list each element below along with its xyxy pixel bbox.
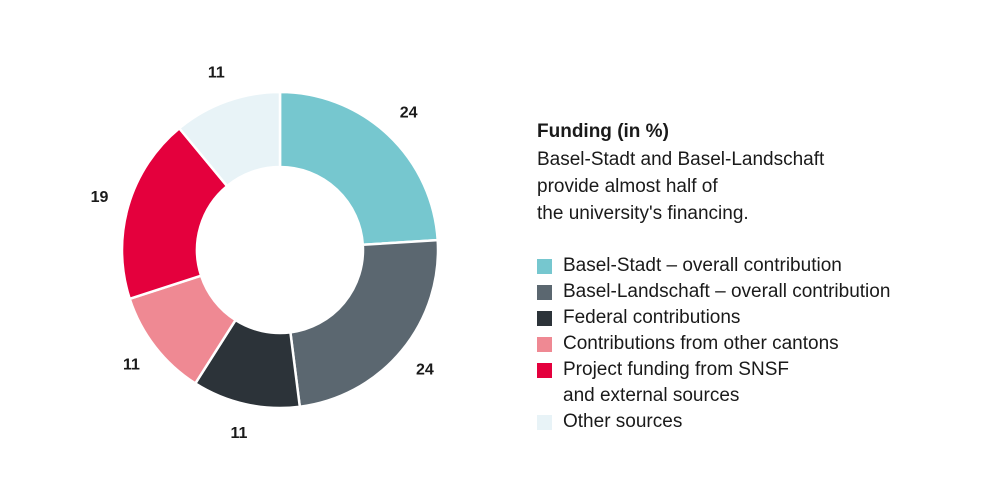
chart-title: Funding (in %) <box>537 121 669 142</box>
legend-swatch <box>537 337 552 352</box>
data-label-federal-contributions: 11 <box>231 425 248 442</box>
data-label-project-funding-from-snsf-and-external-sources: 19 <box>91 189 109 206</box>
legend-swatch <box>537 259 552 274</box>
legend-swatch <box>537 311 552 326</box>
legend-item: Other sources <box>537 409 967 435</box>
donut-chart: 24 24 11 11 19 11 <box>91 65 440 442</box>
legend-label: Other sources <box>563 411 683 432</box>
slice-project-funding-from-snsf-and-external-sources <box>120 127 229 301</box>
legend-label: Federal contributions <box>563 307 741 328</box>
data-label-basel-stadt-overall-contribution: 24 <box>400 104 418 121</box>
legend-item: Contributions from other cantons <box>537 331 967 357</box>
slice-basel-landschaft-overall-contribution <box>289 238 440 409</box>
slice-other-sources <box>178 90 282 188</box>
legend-item: Basel-Stadt – overall contribution <box>537 253 967 279</box>
data-labels: 24 24 11 11 19 11 <box>91 65 434 442</box>
legend-label: Basel-Landschaft – overall contribution <box>563 281 891 302</box>
legend-item: Project funding from SNSF and external s… <box>537 357 967 409</box>
legend-item: Federal contributions <box>537 305 967 331</box>
legend-swatch <box>537 285 552 300</box>
chart-subtitle: Basel-Stadt and Basel-Landschaft provide… <box>537 149 825 224</box>
data-label-contributions-from-other-cantons: 11 <box>123 357 140 374</box>
legend: Basel-Stadt – overall contribution Basel… <box>537 253 967 435</box>
legend-item: Basel-Landschaft – overall contribution <box>537 279 967 305</box>
legend-swatch <box>537 415 552 430</box>
legend-label: Basel-Stadt – overall contribution <box>563 255 842 276</box>
data-label-other-sources: 11 <box>208 65 225 82</box>
legend-label: Project funding from SNSF and external s… <box>563 359 789 406</box>
chart-info-panel: Funding (in %) Basel-Stadt and Basel-Lan… <box>537 118 967 435</box>
data-label-basel-landschaft-overall-contribution: 24 <box>416 361 434 378</box>
legend-swatch <box>537 363 552 378</box>
donut-slices <box>120 90 440 410</box>
legend-label: Contributions from other cantons <box>563 333 839 354</box>
slice-basel-stadt-overall-contribution <box>278 90 439 247</box>
